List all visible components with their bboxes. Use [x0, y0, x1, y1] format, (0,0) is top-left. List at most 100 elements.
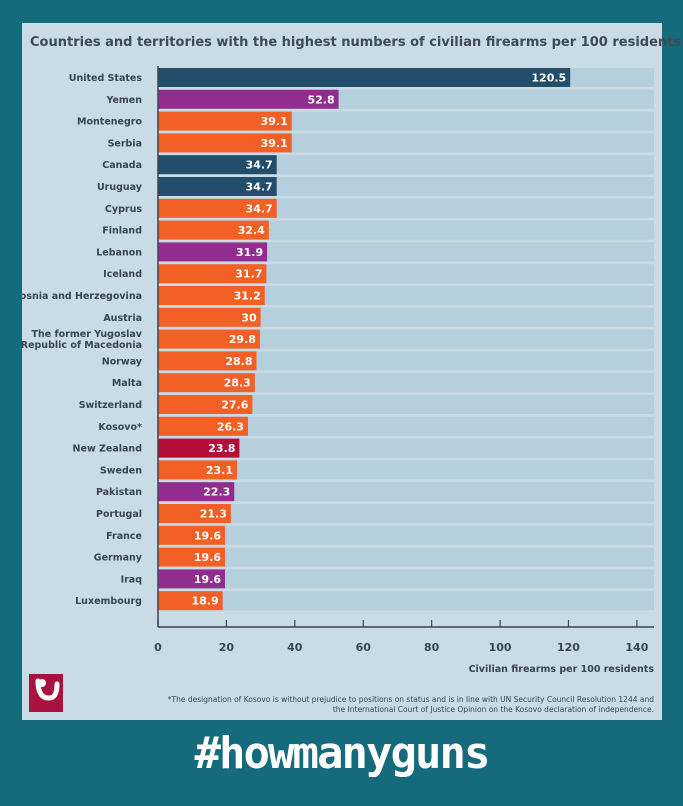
bar-track: [158, 220, 654, 240]
bar-track: [158, 264, 654, 284]
bar-value-label: 31.2: [234, 290, 261, 303]
chart-title: Countries and territories with the highe…: [30, 35, 682, 50]
bar-value-label: 23.8: [208, 442, 235, 455]
bar: [158, 351, 257, 371]
bar-value-label: 30: [241, 311, 257, 324]
category-label: Germany: [94, 553, 143, 564]
bar: [158, 329, 260, 349]
bar-track: [158, 373, 654, 393]
bar: [158, 569, 226, 589]
category-label: Republic of Macedonia: [22, 340, 142, 351]
bar-value-label: 34.7: [246, 202, 273, 215]
bar-track: [158, 438, 654, 458]
bar-value-label: 28.3: [224, 377, 251, 390]
bar-value-label: 52.8: [307, 93, 334, 106]
bar: [158, 220, 269, 240]
bar-value-label: 32.4: [238, 224, 265, 237]
bar: [158, 373, 255, 393]
bar-track: [158, 460, 654, 480]
logo: [29, 674, 63, 712]
category-label: Uruguay: [97, 182, 143, 193]
category-label: Montenegro: [77, 117, 142, 128]
category-label: Canada: [102, 160, 142, 171]
bar-value-label: 31.7: [235, 268, 262, 281]
bar-chart: 120.5 United States 52.8 Yemen 39.1 Montenegr…: [22, 66, 654, 654]
category-label: Iceland: [103, 269, 142, 280]
bar-track: [158, 329, 654, 349]
footnote: *The designation of Kosovo is without pr…: [134, 695, 654, 715]
category-label: Portugal: [96, 509, 142, 520]
bar-value-label: 26.3: [217, 420, 244, 433]
bar-track: [158, 416, 654, 436]
x-tick-label: 100: [489, 641, 512, 654]
bar-track: [158, 569, 654, 589]
category-label: Norway: [102, 356, 143, 367]
chart-panel: Countries and territories with the highe…: [22, 23, 682, 720]
bar-value-label: 34.7: [246, 159, 273, 172]
bar: [158, 591, 223, 611]
bar-track: [158, 547, 654, 567]
bar: [158, 547, 226, 567]
bar: [158, 133, 292, 153]
bar: [158, 264, 267, 284]
bar: [158, 286, 265, 305]
bar: [158, 307, 261, 327]
bar: [158, 198, 277, 218]
category-label: Switzerland: [79, 400, 142, 411]
category-label: Malta: [112, 378, 142, 389]
bar: [158, 68, 571, 87]
bar-track: [158, 198, 654, 218]
bar-value-label: 19.6: [194, 551, 221, 564]
category-label: The former Yugoslav: [32, 329, 143, 340]
x-tick-label: 120: [557, 641, 580, 654]
bar-track: [158, 307, 654, 327]
bar-track: [158, 591, 654, 611]
bar-value-label: 39.1: [261, 115, 288, 128]
x-tick-label: 80: [424, 641, 440, 654]
x-tick-label: 0: [154, 641, 162, 654]
x-tick-label: 20: [219, 641, 235, 654]
bar-track: [158, 395, 654, 414]
category-label: France: [106, 531, 142, 542]
bar-value-label: 29.8: [229, 333, 256, 346]
bar-value-label: 31.9: [236, 246, 263, 259]
category-label: Lebanon: [96, 247, 142, 258]
footnote-line-2: the International Court of Justice Opini…: [332, 705, 654, 714]
bar-track: [158, 504, 654, 523]
bar-track: [158, 177, 654, 196]
bar: [158, 460, 238, 480]
bar-value-label: 19.6: [194, 529, 221, 542]
footnote-line-1: *The designation of Kosovo is without pr…: [167, 695, 654, 704]
bar-value-label: 18.9: [192, 595, 219, 608]
x-tick-label: 40: [287, 641, 303, 654]
hashtag: #howmanyguns: [194, 728, 491, 779]
bar-value-label: 27.6: [221, 399, 248, 412]
bar-value-label: 39.1: [261, 137, 288, 150]
bar-value-label: 34.7: [246, 181, 273, 194]
category-label: Serbia: [108, 138, 142, 149]
category-label: Sweden: [100, 465, 142, 476]
bar: [158, 395, 253, 414]
bar-value-label: 22.3: [203, 486, 230, 499]
bar: [158, 504, 231, 523]
category-label: Cyprus: [105, 204, 142, 215]
x-tick-label: 140: [625, 641, 648, 654]
x-tick-label: 60: [356, 641, 372, 654]
category-label: Kosovo*: [98, 422, 142, 433]
x-axis-label: Civilian firearms per 100 residents: [468, 664, 654, 675]
category-label: Iraq: [121, 574, 142, 585]
bar: [158, 525, 226, 545]
bar-track: [158, 351, 654, 371]
category-label: Pakistan: [96, 487, 142, 498]
bar: [158, 482, 235, 502]
category-label: Luxembourg: [75, 596, 142, 607]
bar-track: [158, 525, 654, 545]
logo-mark-icon: [35, 678, 60, 701]
bar-track: [158, 286, 654, 305]
bar: [158, 177, 277, 196]
category-label: Austria: [103, 313, 142, 324]
category-label: Yemen: [105, 95, 142, 106]
bar: [158, 89, 339, 109]
bar: [158, 242, 268, 262]
bar-value-label: 23.1: [206, 464, 233, 477]
